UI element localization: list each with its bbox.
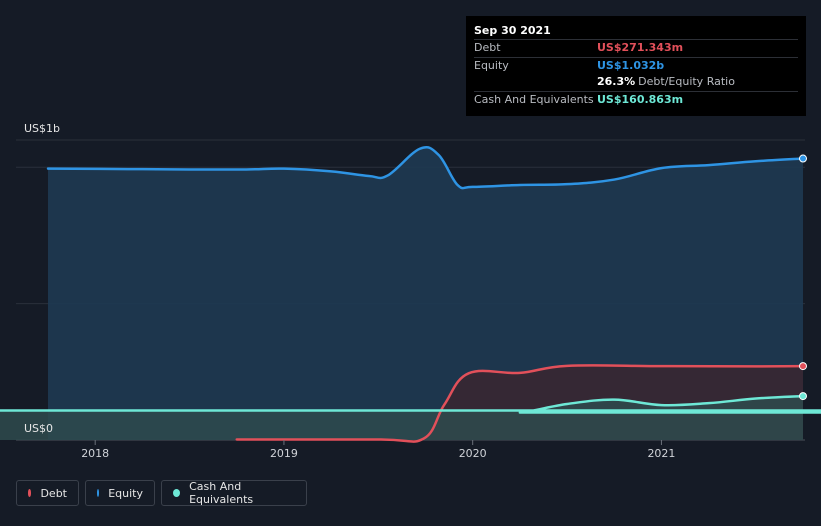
debt-line <box>235 364 805 443</box>
data-tooltip: Sep 30 2021 Debt US$271.343m Equity US$1… <box>466 16 806 116</box>
tooltip-cash-value: US$160.863m <box>597 92 684 106</box>
y-axis-top-label: US$1b <box>24 122 60 135</box>
tooltip-debt-value: US$271.343m <box>597 41 684 54</box>
tooltip-row-equity: Equity US$1.032b <box>474 56 798 75</box>
cash-end-point <box>799 392 807 401</box>
tooltip-ratio-value: 26.3% <box>597 75 636 88</box>
tooltip-date: Sep 30 2021 <box>474 24 551 37</box>
tooltip-ratio-label: Debt/Equity Ratio <box>638 75 735 88</box>
tooltip-row-debt: Debt US$271.343m <box>474 39 798 57</box>
debt-end-point <box>799 362 807 371</box>
equity-line <box>46 145 805 190</box>
x-tick-label-2018: 2018 <box>81 447 109 460</box>
legend-cash-label: Cash And Equivalents <box>189 480 254 506</box>
tooltip-row-cash: Cash And Equivalents US$160.863m <box>474 90 798 109</box>
tooltip-debt-label: Debt <box>474 41 501 54</box>
x-tick-label-2020: 2020 <box>459 447 487 460</box>
equity-end-point <box>799 154 807 163</box>
legend-debt-label: Debt <box>40 486 67 500</box>
y-axis-bottom-label: US$0 <box>24 422 53 435</box>
tooltip-cash-label: Cash And Equivalents <box>474 92 594 106</box>
cash-dot-icon <box>173 489 181 497</box>
series-lines <box>0 145 821 443</box>
legend-item-debt[interactable]: Debt <box>16 480 79 506</box>
tooltip-row-ratio: 26.3% Debt/Equity Ratio <box>474 74 798 91</box>
x-tick-label-2019: 2019 <box>270 447 298 460</box>
legend-equity-label: Equity <box>108 486 143 500</box>
x-tick-label-2021: 2021 <box>647 447 675 460</box>
legend-item-equity[interactable]: Equity <box>85 480 155 506</box>
tooltip-equity-value: US$1.032b <box>597 58 665 72</box>
chart-legend: Debt Equity Cash And Equivalents <box>16 480 307 506</box>
legend-item-cash[interactable]: Cash And Equivalents <box>161 480 307 506</box>
tooltip-equity-label: Equity <box>474 58 509 72</box>
end-markers <box>799 154 807 401</box>
x-axis: 2018 2019 2020 2021 <box>81 440 675 460</box>
debt-dot-icon <box>28 489 32 497</box>
equity-dot-icon <box>97 489 100 497</box>
series-areas <box>0 147 821 442</box>
